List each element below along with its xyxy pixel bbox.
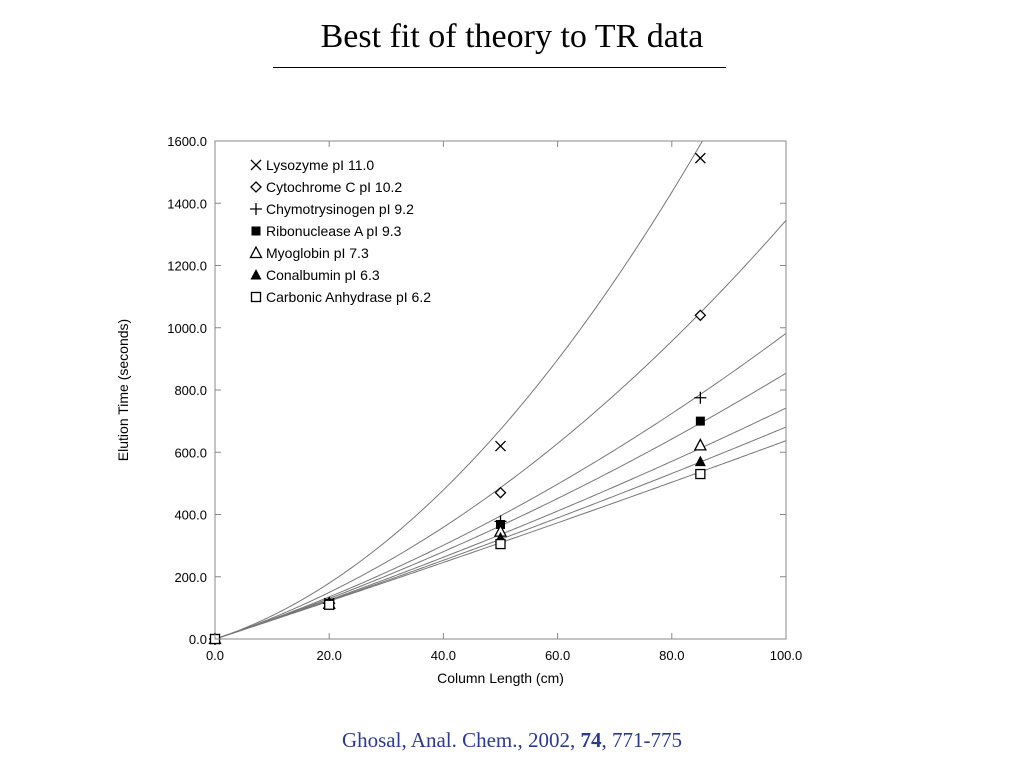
y-tick-label: 200.0 — [174, 570, 207, 585]
y-tick-label: 600.0 — [174, 445, 207, 460]
legend-entry: Myoglobin pI 7.3 — [266, 245, 369, 261]
legend-marker — [251, 226, 261, 236]
data-point — [693, 438, 707, 451]
legend-entry: Conalbumin pI 6.3 — [266, 267, 380, 283]
legend-marker — [250, 291, 262, 303]
x-tick-label: 60.0 — [545, 648, 570, 663]
data-point — [694, 455, 706, 467]
data-point — [694, 391, 707, 404]
y-tick-label: 0.0 — [189, 632, 207, 647]
citation-pages: , 771-775 — [601, 728, 683, 752]
x-tick-label: 100.0 — [770, 648, 803, 663]
slide-title: Best fit of theory to TR data — [320, 18, 704, 55]
legend-entry: Ribonuclease A pI 9.3 — [266, 223, 402, 239]
data-markers — [208, 152, 707, 645]
citation: Ghosal, Anal. Chem., 2002, 74, 771-775 — [0, 728, 1024, 753]
x-tick-label: 20.0 — [317, 648, 342, 663]
x-tick-label: 40.0 — [431, 648, 456, 663]
data-point — [695, 416, 705, 426]
y-axis-label: Elution Time (seconds) — [115, 319, 131, 461]
y-tick-label: 1000.0 — [167, 321, 207, 336]
y-tick-label: 1200.0 — [167, 259, 207, 274]
legend-marker — [250, 181, 262, 193]
legend-entry: Lysozyme pI 11.0 — [266, 157, 374, 173]
data-point — [695, 468, 706, 480]
x-tick-label: 0.0 — [206, 648, 224, 663]
citation-volume: 74 — [580, 728, 602, 752]
x-axis-label: Column Length (cm) — [437, 670, 564, 686]
data-point — [324, 599, 335, 610]
y-tick-label: 800.0 — [174, 383, 207, 398]
legend-entry: Cytochrome C pI 10.2 — [266, 179, 402, 195]
title-underline — [273, 67, 726, 68]
legend-entry: Carbonic Anhydrase pI 6.2 — [266, 289, 431, 305]
data-point — [694, 309, 707, 322]
data-point — [494, 486, 507, 499]
legend-marker — [250, 203, 262, 215]
legend-entry: Chymotrysinogen pI 9.2 — [266, 201, 414, 217]
fit-curve — [215, 141, 703, 639]
y-tick-label: 1600.0 — [167, 134, 207, 149]
y-tick-label: 1400.0 — [167, 196, 207, 211]
legend: Lysozyme pI 11.0 Cytochrome C pI 10.2 Chym… — [249, 157, 431, 305]
citation-text: Ghosal, Anal. Chem., 2002, — [341, 728, 581, 752]
legend-marker — [250, 269, 262, 280]
fit-curve — [215, 372, 786, 639]
fit-curve — [215, 332, 786, 639]
data-point — [495, 440, 506, 452]
data-point — [495, 538, 506, 550]
legend-marker — [250, 159, 262, 171]
axis-ticks: 0.0 20.0 40.0 60.0 80.0 100.0 0.0 200.0 400.0 600… — [167, 134, 802, 663]
data-point — [694, 152, 706, 164]
y-tick-label: 400.0 — [174, 508, 207, 523]
x-tick-label: 80.0 — [659, 648, 684, 663]
legend-marker — [249, 245, 263, 259]
